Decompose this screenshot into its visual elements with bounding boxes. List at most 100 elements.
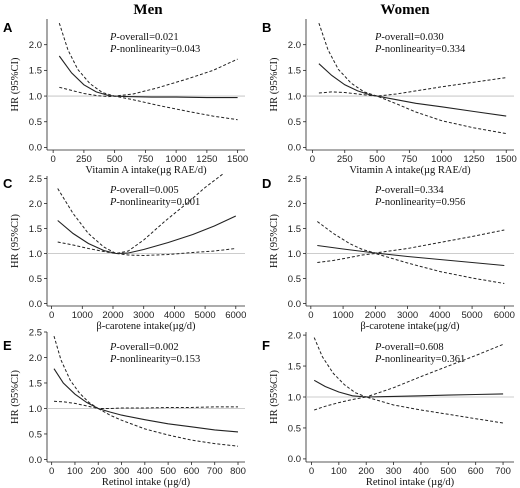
x-tick-label: 6000 [494,310,515,321]
p-value-annotation: P-overall=0.005 [109,185,179,196]
panel-c: C 0.0 0.5 1.0 1.5 2.0 2.5 0 1000 2000 3000 4000 5000… [3,173,246,332]
y-axis-label: HR (95%CI) [269,57,280,111]
y-tick-label: 2.5 [29,174,42,185]
panel-b: B 0.0 0.5 1.0 1.5 2.0 0 250 500 750 1000 1250 1500 Vi… [262,19,517,176]
y-tick-label: 1.0 [288,392,301,403]
y-axis-label: HR (95%CI) [269,370,280,424]
y-tick-label: 0.0 [288,299,301,310]
x-tick-label: 300 [386,466,402,477]
y-tick-label: 0.5 [288,423,301,434]
x-axis-label: β-carotene intake(µg/d) [360,321,460,332]
x-axis-label: Vitamin A intake(µg RAE/d) [85,165,207,176]
x-tick-label: 1000 [166,154,187,165]
y-tick-label: 2.0 [288,40,301,51]
p-value-annotation: P-nonlinearity=0.001 [109,197,200,208]
y-tick-label: 0.5 [288,117,301,128]
y-tick-label: 1.5 [288,361,301,372]
hr-curve [318,63,507,117]
x-axis-label: β-carotene intake(µg/d) [96,321,196,332]
x-tick-label: 500 [369,154,385,165]
x-tick-label: 6000 [225,310,246,321]
x-tick-label: 1500 [227,154,248,165]
y-tick-label: 2.0 [29,40,42,51]
x-tick-label: 1500 [496,154,517,165]
y-axis-label: HR (95%CI) [269,214,280,268]
y-tick-label: 0.0 [29,143,42,154]
x-tick-label: 250 [337,154,353,165]
x-tick-label: 1250 [196,154,217,165]
x-tick-label: 500 [440,466,456,477]
panels-group: A0.00.51.01.52.00 250 500 750 1000 1250 1500Vi… [3,19,517,488]
x-tick-label: 750 [137,154,153,165]
y-tick-label: 0.5 [29,274,42,285]
x-tick-label: 100 [67,466,83,477]
y-tick-label: 2.0 [29,353,42,364]
panel-f: F 0.0 0.5 1.0 1.5 2.0 0 100 200 300 400 500 600 700 Re… [262,330,514,488]
panel-label: D [262,176,271,191]
x-tick-label: 400 [137,466,153,477]
p-value-annotation: P-overall=0.030 [374,32,444,43]
x-axis-label: Retinol intake (µg/d) [366,477,455,488]
hr-curve [317,244,505,267]
y-tick-label: 0.0 [29,455,42,466]
ci-bound-curve [59,86,238,121]
x-tick-label: 100 [331,466,347,477]
y-tick-label: 2.5 [288,174,301,185]
x-tick-label: 0 [308,310,313,321]
panel-a: A 0.0 0.5 1.0 1.5 2.0 0 250 500 750 1000 1250 1500 Vi… [3,19,248,176]
y-tick-label: 1.5 [288,224,301,235]
y-tick-label: 2.0 [29,199,42,210]
x-tick-label: 1000 [333,310,354,321]
y-tick-label: 2.0 [288,199,301,210]
x-tick-label: 500 [160,466,176,477]
p-value-annotation: P-nonlinearity=0.334 [374,44,466,55]
y-tick-label: 1.0 [29,404,42,415]
x-tick-label: 0 [309,466,314,477]
p-value-annotation: P-nonlinearity=0.043 [109,44,200,55]
x-tick-label: 200 [90,466,106,477]
y-tick-label: 1.5 [29,378,42,389]
x-tick-label: 750 [401,154,417,165]
p-value-annotation: P-overall=0.002 [109,342,179,353]
column-title-women: Women [380,2,430,18]
x-tick-label: 0 [310,154,315,165]
x-tick-label: 0 [51,154,56,165]
x-tick-label: 1000 [72,310,93,321]
p-value-annotation: P-nonlinearity=0.361 [374,354,465,365]
y-tick-label: 2.0 [288,330,301,341]
ci-bound-curve [53,335,238,409]
ci-bound-curve [317,221,505,254]
x-tick-label: 0 [49,466,54,477]
panel-e: E 0.0 0.5 1.0 1.5 2.0 2.5 0 100 200 300 400 500 600 70… [3,327,246,488]
panel-label: F [262,338,270,353]
ci-bound-curve [318,91,507,135]
x-tick-label: 4000 [429,310,450,321]
p-value-annotation: P-nonlinearity=0.956 [374,197,465,208]
y-tick-label: 0.5 [29,117,42,128]
ci-bound-curve [53,400,239,447]
hr-curve [58,55,238,99]
x-tick-label: 1000 [431,154,452,165]
x-tick-label: 800 [230,466,246,477]
x-tick-label: 250 [76,154,92,165]
x-tick-label: 600 [468,466,484,477]
x-tick-label: 2000 [102,310,123,321]
hr-curve [53,368,239,433]
panel-label: B [262,20,271,35]
p-value-annotation: P-overall=0.608 [374,342,444,353]
x-tick-label: 600 [183,466,199,477]
y-tick-label: 1.5 [288,66,301,77]
x-tick-label: 3000 [133,310,154,321]
panel-d: D 0.0 0.5 1.0 1.5 2.0 2.5 0 1000 2000 3000 4000 5000… [262,174,515,332]
x-tick-label: 500 [107,154,123,165]
panel-label: E [3,338,12,353]
x-tick-label: 300 [114,466,130,477]
x-axis-label: Retinol intake (µg/d) [102,477,191,488]
p-value-annotation: P-overall=0.334 [374,185,444,196]
y-tick-label: 0.0 [29,299,42,310]
x-tick-label: 0 [49,310,54,321]
y-tick-label: 0.0 [288,454,301,465]
column-title-men: Men [133,2,163,18]
y-axis-label: HR (95%CI) [10,214,21,268]
x-tick-label: 4000 [164,310,185,321]
